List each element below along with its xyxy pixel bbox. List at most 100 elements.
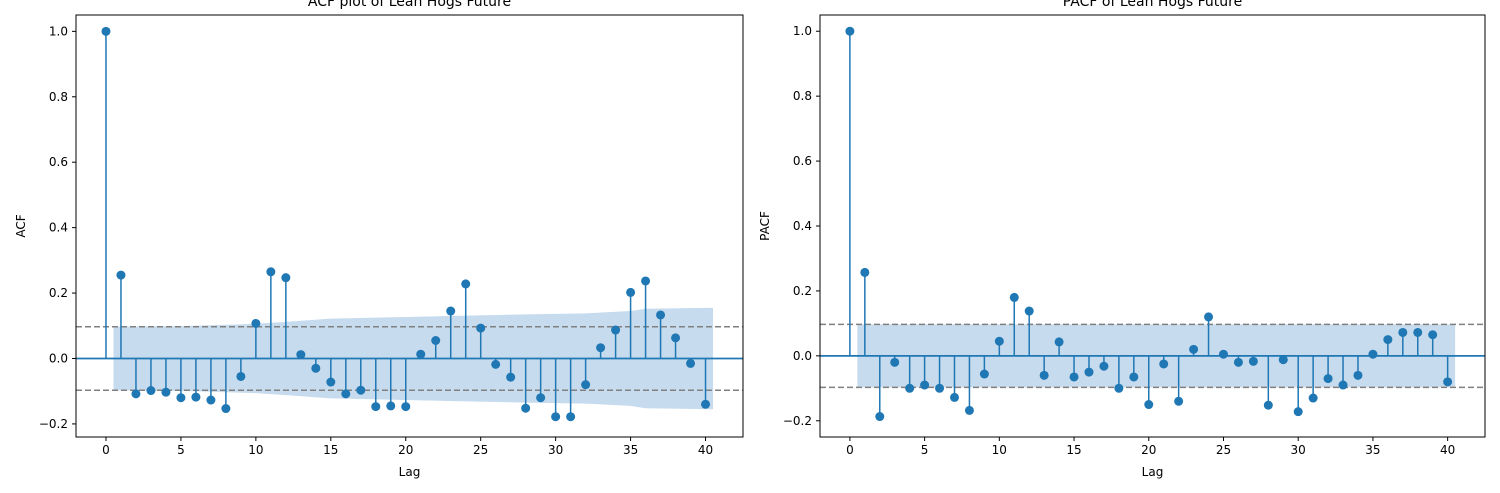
data-point — [1338, 380, 1348, 390]
x-tick-label: 15 — [1066, 443, 1081, 457]
x-tick-label: 25 — [473, 443, 488, 457]
y-tick-label: 0.8 — [49, 90, 68, 104]
data-point — [1413, 327, 1423, 337]
data-point — [476, 323, 486, 333]
data-point — [1069, 372, 1079, 382]
data-point — [1293, 407, 1303, 417]
data-point — [935, 383, 945, 393]
data-point — [641, 276, 651, 286]
axes-frame — [75, 14, 744, 438]
data-point — [1383, 335, 1393, 345]
data-point — [491, 359, 501, 369]
data-point — [701, 399, 711, 409]
y-tick-label: 0.0 — [49, 351, 68, 365]
data-point — [875, 412, 885, 422]
y-tick-label: 1.0 — [793, 24, 812, 38]
data-point — [1159, 359, 1169, 369]
data-point — [949, 392, 959, 402]
data-point — [920, 380, 930, 390]
data-point — [191, 392, 201, 402]
x-tick-label: 40 — [1440, 443, 1455, 457]
x-tick-label: 25 — [1216, 443, 1231, 457]
y-tick-label: 0.0 — [793, 349, 812, 363]
y-tick-label: 0.8 — [793, 89, 812, 103]
data-point — [416, 349, 426, 359]
data-point — [671, 333, 681, 343]
x-tick-label: 10 — [248, 443, 263, 457]
data-point — [521, 403, 531, 413]
data-point — [596, 343, 606, 353]
data-point — [1368, 349, 1378, 359]
data-point — [446, 306, 456, 316]
data-point — [116, 270, 126, 280]
y-tick-label: 0.6 — [49, 155, 68, 169]
data-point — [206, 395, 216, 405]
data-point — [1428, 330, 1438, 340]
data-point — [281, 273, 291, 283]
y-tick-label: 1.0 — [49, 24, 68, 38]
y-tick-label: −0.2 — [39, 417, 68, 431]
data-point — [131, 389, 141, 399]
y-tick-label: 0.4 — [793, 219, 812, 233]
data-point — [1308, 393, 1318, 403]
data-point — [656, 310, 666, 320]
data-point — [1114, 383, 1124, 393]
x-axis-label: Lag — [399, 465, 421, 479]
x-tick-label: 10 — [992, 443, 1007, 457]
data-point — [401, 402, 411, 412]
data-point — [1144, 400, 1154, 410]
data-point — [1129, 372, 1139, 382]
x-axis-label: Lag — [1142, 465, 1164, 479]
pacf-chart: 0 5 10 15 20 25 30 35 40 −0.2 0.0 0.2 0.4 0.6 0.8 1.0 PA… — [758, 0, 1486, 479]
x-tick-label: 5 — [921, 443, 929, 457]
data-point — [1248, 356, 1258, 366]
x-tick-label: 30 — [548, 443, 563, 457]
x-tick-label: 0 — [846, 443, 854, 457]
x-tick-label: 0 — [102, 443, 110, 457]
y-tick-label: 0.4 — [49, 221, 68, 235]
data-point — [551, 412, 561, 422]
data-point — [341, 389, 351, 399]
data-point — [1323, 374, 1333, 384]
data-point — [1204, 312, 1214, 322]
data-point — [506, 372, 516, 382]
data-point — [236, 371, 246, 381]
data-point — [994, 336, 1004, 346]
data-point — [296, 350, 306, 360]
data-point — [386, 401, 396, 411]
data-point — [1189, 344, 1199, 354]
data-point — [581, 380, 591, 390]
x-tick-label: 5 — [177, 443, 185, 457]
data-point — [266, 267, 276, 277]
chart-title: PACF of Lean Hogs Future — [1063, 0, 1242, 10]
y-tick-label: 0.2 — [49, 286, 68, 300]
y-tick-label: 0.6 — [793, 154, 812, 168]
data-point — [461, 279, 471, 289]
data-point — [979, 369, 989, 379]
data-point — [431, 335, 441, 345]
chart-title: ACF plot of Lean Hogs Future — [308, 0, 511, 10]
data-point — [1024, 306, 1034, 316]
acf-chart: 0 5 10 15 20 25 30 35 40 −0.2 0.0 0.2 0.4 0.6 0.8 1.0 AC… — [14, 0, 744, 479]
data-point — [326, 377, 336, 387]
data-point — [176, 393, 186, 403]
data-point — [536, 393, 546, 403]
data-point — [611, 325, 621, 335]
data-point — [251, 318, 261, 328]
data-point — [1398, 327, 1408, 337]
data-point — [221, 404, 231, 414]
data-point — [1009, 292, 1019, 302]
data-point — [356, 385, 366, 395]
data-point — [845, 26, 855, 36]
x-tick-label: 40 — [698, 443, 713, 457]
data-point — [566, 412, 576, 422]
x-tick-label: 15 — [323, 443, 338, 457]
data-point — [1039, 370, 1049, 380]
y-tick-label: −0.2 — [783, 414, 812, 428]
data-point — [1174, 396, 1184, 406]
data-point — [626, 287, 636, 297]
data-point — [1218, 349, 1228, 359]
data-point — [1353, 370, 1363, 380]
y-axis-label: ACF — [14, 214, 28, 237]
x-tick-label: 35 — [1365, 443, 1380, 457]
